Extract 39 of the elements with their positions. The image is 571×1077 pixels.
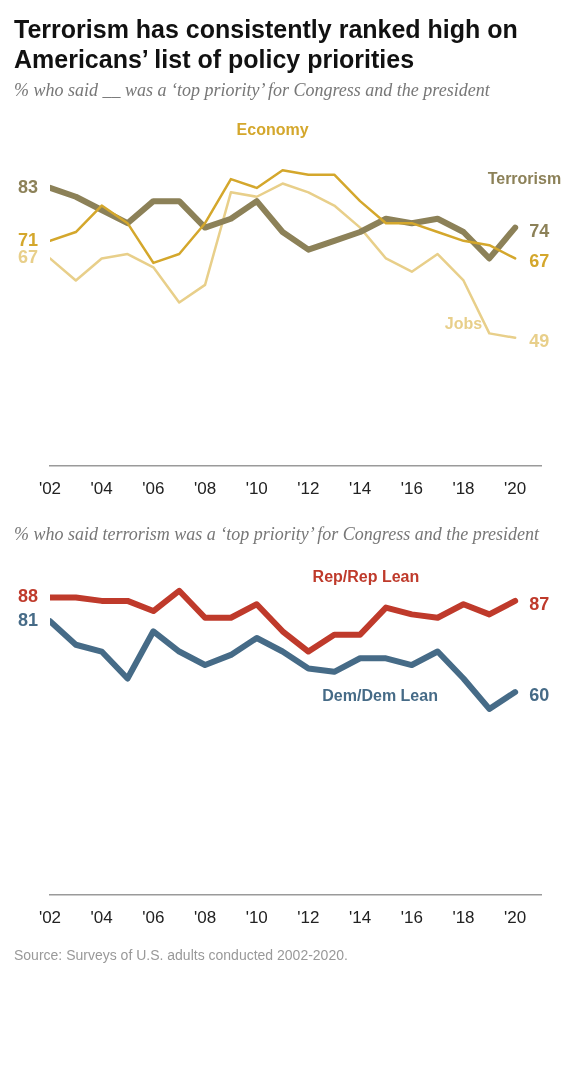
series-label: Dem/Dem Lean — [322, 686, 438, 704]
data-label: 67 — [17, 247, 38, 268]
x-tick-label: '10 — [245, 479, 268, 499]
x-tick-label: '20 — [504, 908, 527, 928]
x-tick-label: '18 — [452, 479, 475, 499]
x-tick-label: '18 — [452, 908, 475, 928]
x-tick-label: '02 — [38, 908, 62, 928]
x-tick-label: '08 — [193, 479, 217, 499]
x-tick-label: '16 — [400, 479, 423, 499]
x-tick-label: '06 — [142, 479, 165, 499]
chart-subtitle: % who said terrorism was a ‘top priority’ for Congress and the president — [13, 523, 541, 546]
text: Economy — [236, 120, 309, 138]
x-tick-label: '16 — [400, 908, 423, 928]
series-label: Jobs — [444, 314, 483, 332]
x-tick-label: '12 — [297, 479, 320, 499]
x-tick-label: '04 — [90, 908, 113, 928]
data-label: 83 — [17, 176, 38, 197]
x-tick-label: '02 — [38, 479, 62, 499]
data-label: 60 — [529, 685, 550, 706]
source-note: Source: Surveys of U.S. adults conducted 2002-2020. — [13, 947, 349, 963]
data-label: 67 — [529, 251, 550, 272]
chart-title: Terrorism has consistently ranked high on Americans’ list of policy priorities — [13, 14, 519, 74]
x-tick-label: '04 — [90, 479, 113, 499]
text: Terrorism — [487, 170, 562, 187]
chart-subtitle: % who said __ was a ‘top priority’ for Congress and the president — [13, 79, 491, 102]
data-label: 71 — [17, 229, 38, 250]
x-tick-label: '12 — [297, 908, 320, 928]
x-tick-label: '20 — [504, 479, 527, 499]
data-label: 88 — [17, 586, 38, 607]
x-tick-label: '08 — [193, 908, 217, 928]
series-label: Rep/Rep Lean — [312, 568, 420, 586]
data-label: 49 — [529, 330, 550, 351]
x-tick-label: '10 — [245, 908, 268, 928]
x-tick-label: '06 — [142, 908, 165, 928]
x-tick-label: '14 — [349, 479, 372, 499]
data-label: 87 — [529, 593, 550, 614]
data-label: 81 — [17, 610, 38, 631]
x-tick-label: '14 — [349, 908, 372, 928]
data-label: 74 — [529, 220, 550, 241]
